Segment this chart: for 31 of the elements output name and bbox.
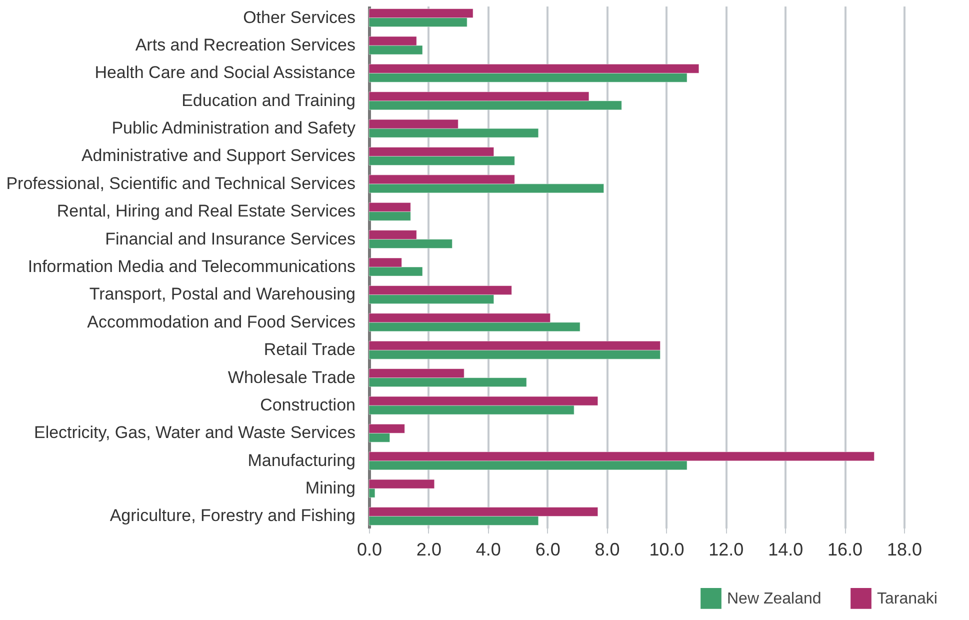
y-tick-label: Arts and Recreation Services — [135, 35, 356, 54]
y-tick-label: Retail Trade — [264, 340, 356, 360]
y-tick-label: Other Services — [243, 8, 356, 27]
y-tick-label: Wholesale Trade — [228, 368, 356, 387]
x-tick-label: 12.0 — [708, 540, 744, 560]
x-tick-label: 18.0 — [886, 540, 922, 560]
x-tick-label: 14.0 — [768, 540, 804, 560]
y-tick-label: Administrative and Support Services — [81, 146, 356, 166]
x-tick-label: 16.0 — [828, 540, 863, 560]
y-tick-label: Manufacturing — [248, 450, 356, 470]
y-tick-label: Mining — [305, 478, 356, 498]
x-tick-label: 4.0 — [476, 540, 501, 560]
y-tick-label: Transport, Postal and Warehousing — [89, 284, 356, 304]
y-tick-label: Agriculture, Forestry and Fishing — [110, 506, 356, 526]
y-tick-label: Electricity, Gas, Water and Waste Services — [34, 423, 356, 442]
x-tick-label: 8.0 — [594, 540, 620, 560]
y-tick-label: Accommodation and Food Services — [87, 312, 356, 332]
y-tick-label: Financial and Insurance Services — [105, 229, 356, 248]
y-tick-label: Information Media and Telecommunications — [28, 257, 356, 276]
x-tick-label: 6.0 — [535, 540, 560, 560]
x-tick-label: 10.0 — [649, 540, 684, 560]
y-tick-label: Professional, Scientific and Technical Services — [6, 174, 356, 193]
y-tick-label: Public Administration and Safety — [112, 118, 356, 138]
y-tick-label: Health Care and Social Assistance — [94, 63, 356, 82]
x-tick-label: 2.0 — [416, 540, 442, 560]
legend-label: New Zealand — [727, 590, 822, 608]
y-tick-label: Construction — [260, 395, 356, 414]
y-tick-label: Rental, Hiring and Real Estate Services — [56, 202, 356, 221]
legend-label: Taranaki — [877, 590, 938, 608]
x-tick-label: 0.0 — [356, 540, 382, 560]
y-tick-label: Education and Training — [182, 90, 356, 110]
